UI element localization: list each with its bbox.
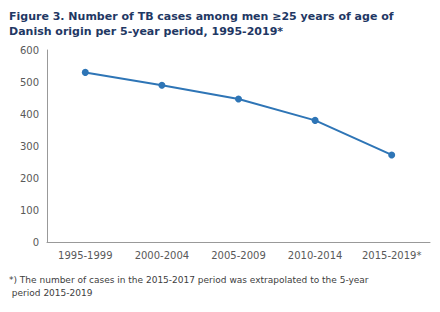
- svg-text:100: 100: [20, 205, 39, 216]
- svg-text:1995-1999: 1995-1999: [58, 250, 113, 261]
- svg-text:300: 300: [20, 141, 39, 152]
- svg-text:200: 200: [20, 173, 39, 184]
- svg-text:Danish origin per 5-year perio: Danish origin per 5-year period, 1995-20…: [9, 25, 283, 38]
- svg-text:2000-2004: 2000-2004: [135, 250, 190, 261]
- svg-text:600: 600: [20, 45, 39, 56]
- svg-text:2005-2009: 2005-2009: [211, 250, 266, 261]
- svg-text:2010-2014: 2010-2014: [288, 250, 343, 261]
- svg-text:2015-2019*: 2015-2019*: [362, 250, 422, 261]
- svg-text:period 2015-2019: period 2015-2019: [9, 288, 93, 298]
- svg-text:400: 400: [20, 109, 39, 120]
- svg-text:*) The number of cases in the: *) The number of cases in the 2015-2017 …: [9, 275, 369, 285]
- svg-text:0: 0: [33, 237, 39, 248]
- svg-text:Figure 3. Number of TB cases a: Figure 3. Number of TB cases among men ≥…: [9, 10, 397, 23]
- svg-text:500: 500: [20, 77, 39, 88]
